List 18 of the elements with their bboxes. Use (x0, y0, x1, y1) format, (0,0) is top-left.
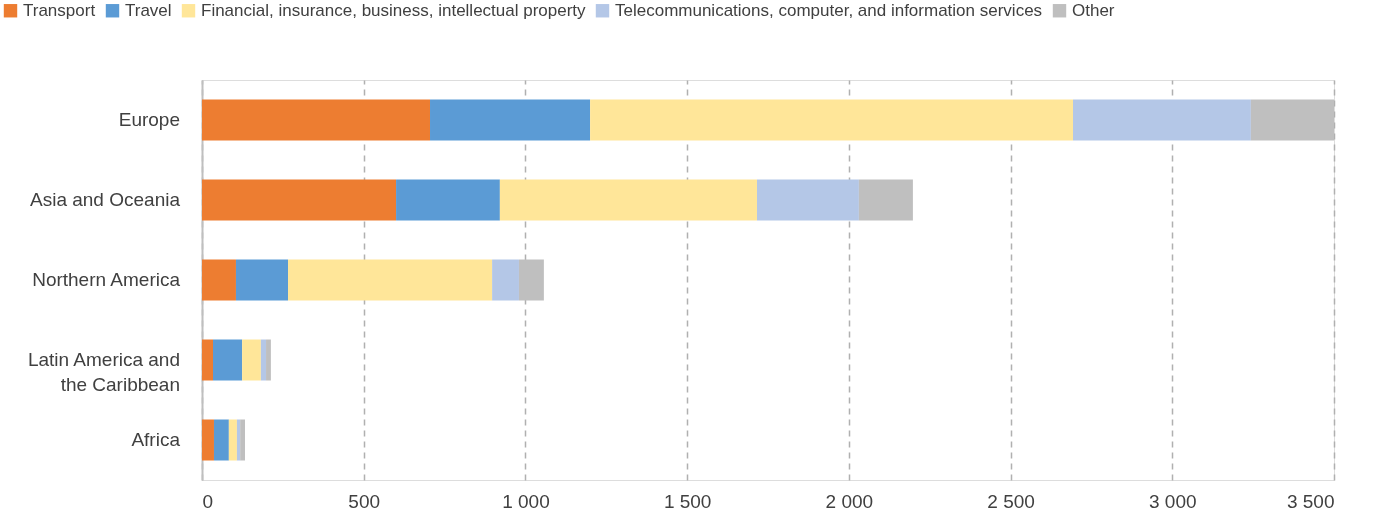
x-tick-label: 2 000 (825, 490, 874, 512)
y-tick-label: Europe (118, 109, 180, 130)
y-tick-label: Asia and Oceania (30, 189, 181, 210)
x-tick-label: 500 (348, 490, 381, 512)
legend-label: Telecommunications, computer, and information services (615, 0, 1043, 20)
legend-label: Transport (23, 0, 96, 20)
x-tick-label: 1 000 (502, 490, 550, 512)
legend-label: Financial, insurance, business, intellectual property (201, 0, 587, 20)
y-tick-label: Africa (131, 429, 181, 450)
x-tick-label: 1 500 (663, 490, 712, 512)
x-tick-label: 2 500 (987, 490, 1035, 512)
x-tick-label: 0 (202, 490, 214, 512)
legend-label: Travel (125, 0, 172, 20)
y-tick-label: Northern America (32, 269, 181, 290)
legend-label: Other (1072, 0, 1115, 20)
x-tick-label: 3 000 (1149, 490, 1197, 512)
x-tick-label: 3 500 (1286, 490, 1335, 512)
y-tick-label: Latin America and the Caribbean (27, 349, 180, 395)
